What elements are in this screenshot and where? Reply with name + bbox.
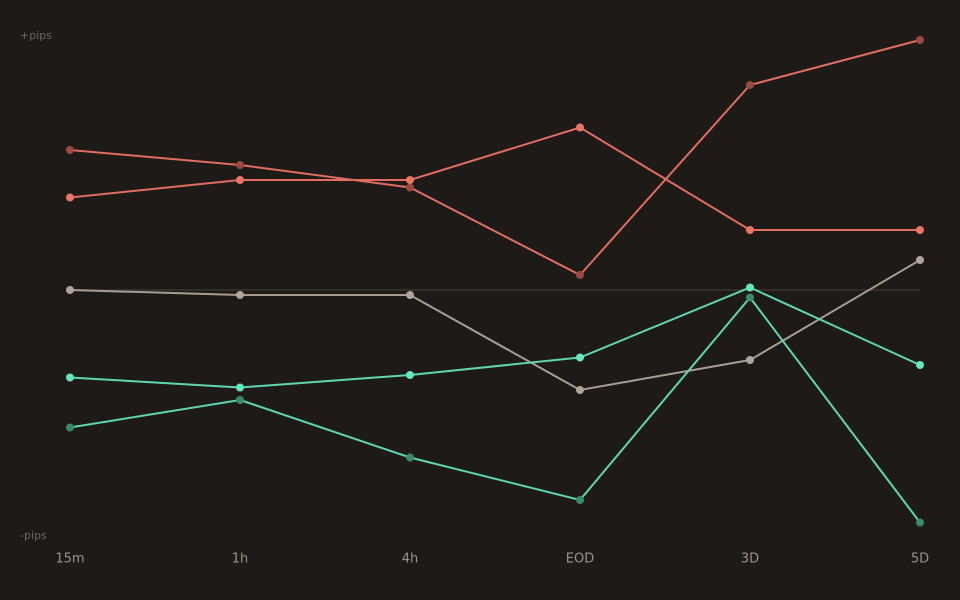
data-point [406,291,414,299]
series-line [69,286,921,389]
data-point [746,293,754,302]
x-tick-label: 15m [55,552,84,567]
data-point [406,453,414,462]
data-point [236,161,244,169]
data-point [576,271,584,279]
data-point [746,81,754,89]
data-point [916,518,924,527]
x-tick-label: 5D [911,552,929,567]
data-point [66,193,74,202]
data-point [236,176,244,184]
data-point [746,283,754,292]
data-point [406,183,414,192]
x-tick-label: EOD [566,552,594,567]
data-point [66,146,74,154]
data-point [916,226,924,234]
data-point [916,256,924,264]
series-line [69,126,920,231]
data-point [916,36,924,44]
data-point [66,423,74,432]
data-point [746,356,754,364]
data-point [236,291,244,299]
y-tick-label: +pips [20,29,52,42]
series-line [69,259,921,392]
data-point [236,396,244,404]
x-tick-label: 4h [402,552,419,567]
series-line [69,295,921,524]
data-point [406,176,414,184]
data-point [406,371,414,379]
data-point [66,373,74,382]
data-point [236,383,244,392]
data-point [66,286,74,294]
x-tick-label: 3D [741,552,759,567]
data-point [576,123,584,132]
data-point [916,361,924,369]
data-point [576,386,584,394]
series-line [69,39,921,277]
y-tick-label: -pips [20,529,47,542]
data-point [576,496,584,504]
data-point [746,226,754,234]
x-tick-label: 1h [232,552,249,567]
data-point [576,353,584,362]
